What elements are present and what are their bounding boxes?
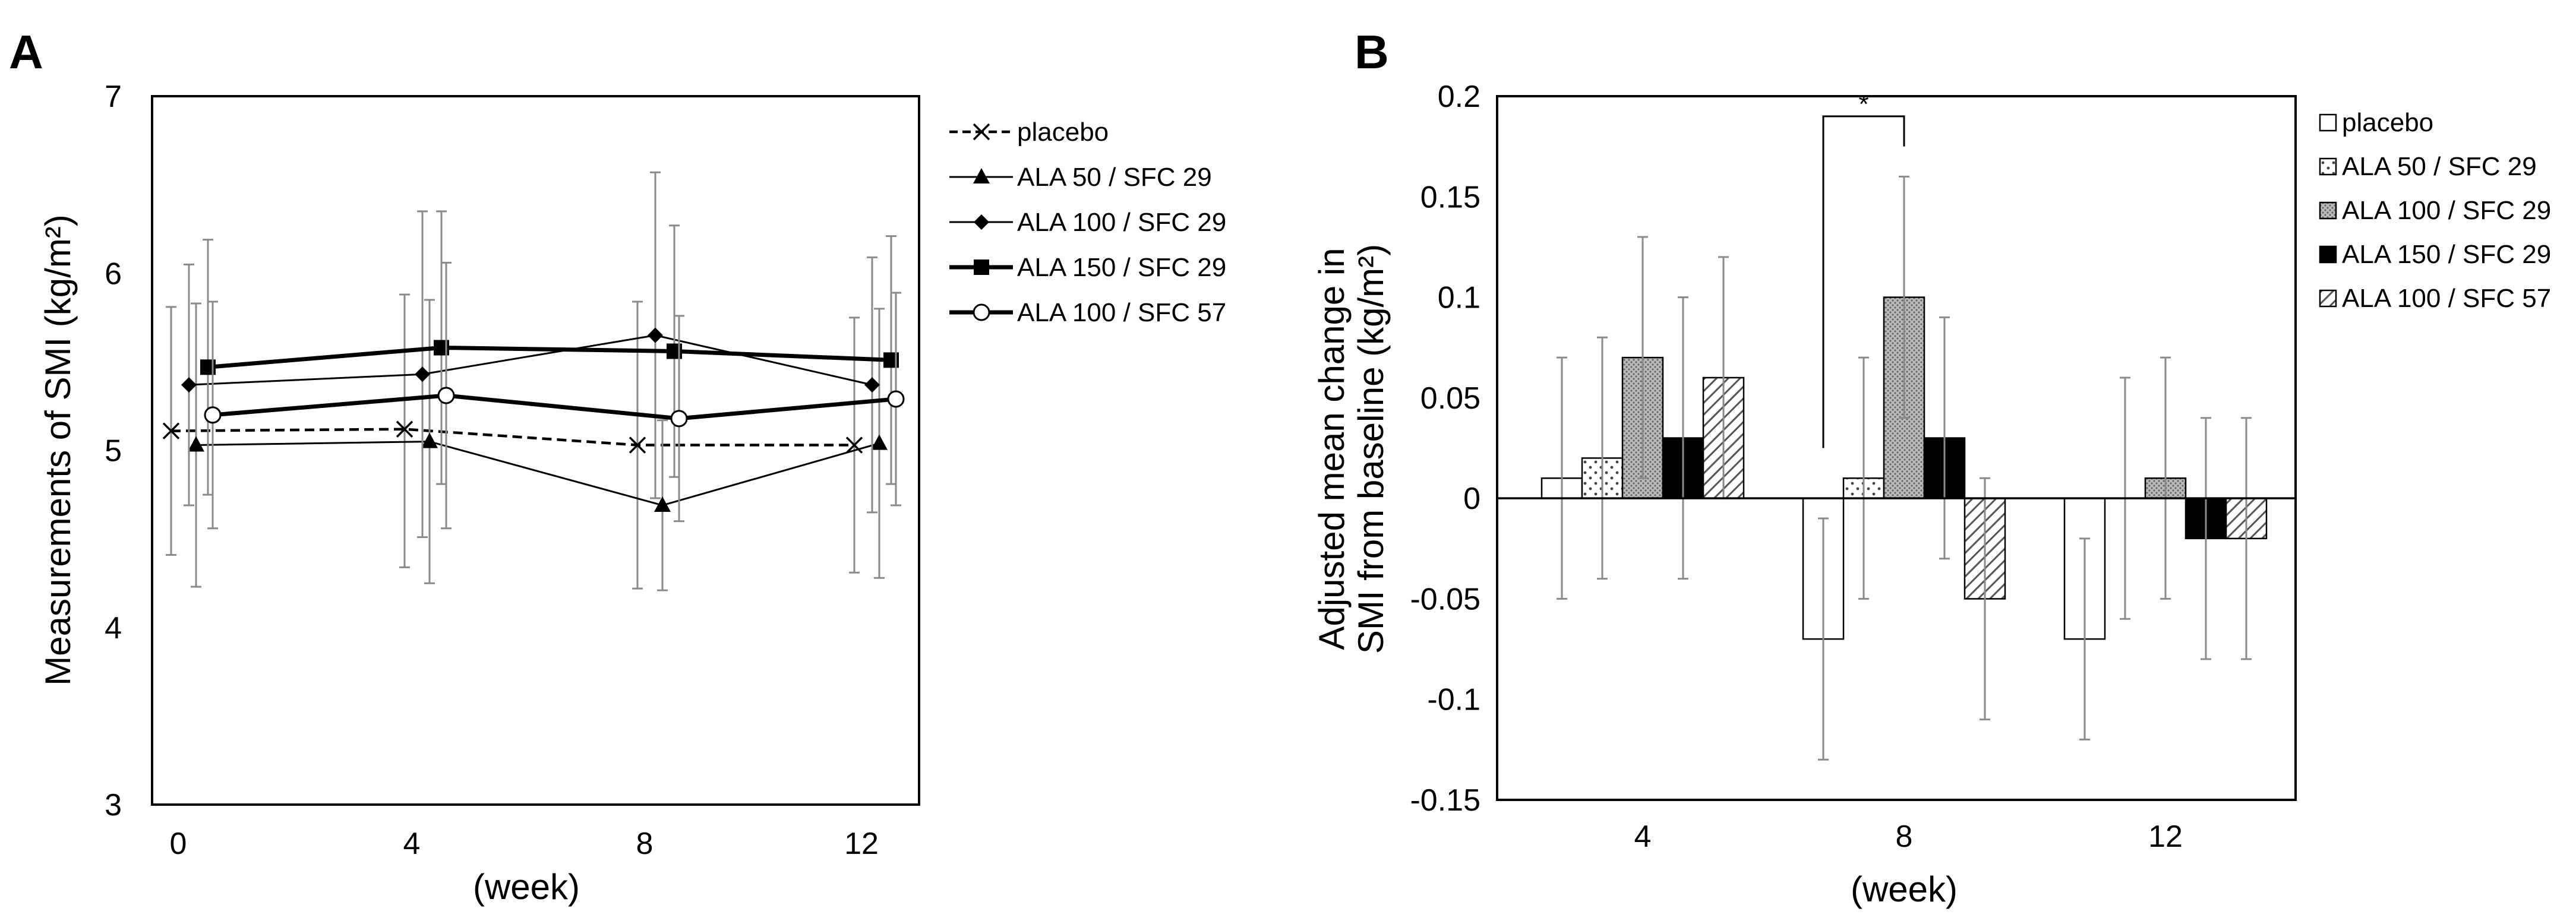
series-line	[171, 428, 854, 447]
y-tick-label-b: 0	[1463, 482, 1480, 516]
data-point	[871, 434, 888, 450]
x-ticks-b: 4 8 12	[1634, 819, 2183, 854]
panel-label-b: B	[1355, 26, 1389, 78]
y-tick-label-a: 3	[105, 788, 122, 822]
legend-label-b: ALA 150 / SFC 29	[2342, 240, 2551, 269]
data-point	[864, 377, 880, 393]
y-tick-label-a: 5	[105, 434, 122, 469]
y-tick-label-b: 0.1	[1438, 281, 1480, 315]
data-point	[162, 422, 180, 439]
x-tick-label-a: 8	[636, 827, 654, 861]
data-point	[181, 377, 197, 393]
legend-label-a: placebo	[1017, 118, 1109, 147]
legend-label-a: ALA 50 / SFC 29	[1017, 163, 1212, 192]
legend-marker	[974, 259, 989, 275]
data-point	[670, 410, 688, 428]
plot-frame-a	[151, 95, 920, 806]
data-point	[654, 496, 671, 512]
y-axis-title-a: Measurements of SMI (kg/m²)	[38, 214, 78, 686]
y-tick-label-a: 7	[105, 80, 122, 114]
data-point	[648, 327, 663, 343]
legend-swatch	[2319, 157, 2337, 176]
series-a-x	[162, 293, 863, 590]
significance-bracket	[1822, 115, 1905, 448]
y-axis-title-b-line1: Adjusted mean change in	[1312, 248, 1352, 650]
legend-swatch	[2319, 289, 2337, 308]
y-tick-label-b: 0.15	[1420, 180, 1480, 214]
series-a-square	[200, 210, 899, 496]
legend-marker	[973, 123, 990, 141]
series-line	[207, 346, 892, 369]
legend-label-b: ALA 100 / SFC 29	[2342, 196, 2551, 225]
data-point	[188, 436, 204, 452]
data-point	[887, 390, 905, 408]
x-tick-label-b: 8	[1896, 819, 1913, 854]
data-point	[204, 406, 222, 424]
y-tick-label-b: 0.2	[1438, 80, 1480, 114]
y-axis-title-b-line2: SMI from baseline (kg/m²)	[1351, 244, 1391, 654]
series-b-diagonal	[1702, 256, 2268, 721]
data-point	[396, 420, 413, 438]
significance-annotation: *	[1822, 90, 1905, 448]
plot-frame-b	[1496, 95, 2297, 801]
series-line	[195, 441, 880, 507]
series-a-triangle	[188, 299, 888, 591]
series-a	[162, 171, 905, 591]
y-tick-label-b: 0.05	[1420, 381, 1480, 416]
legend-b: placebo ALA 50 / SFC 29 ALA 100 / SFC 29 AL…	[2319, 108, 2551, 313]
data-point	[629, 436, 646, 454]
legend-swatch	[2319, 201, 2337, 220]
y-tick-label-b: -0.15	[1410, 783, 1480, 818]
legend-label-b: ALA 50 / SFC 29	[2342, 152, 2537, 181]
series-b-black	[1662, 296, 2227, 660]
y-tick-label-b: -0.05	[1410, 582, 1480, 616]
y-tick-label-b: -0.1	[1427, 683, 1480, 717]
series-a-circle-open	[204, 261, 905, 530]
data-point	[437, 387, 455, 404]
legend-marker	[973, 168, 990, 183]
legend-marker	[974, 214, 989, 230]
legend-swatch	[2319, 113, 2337, 132]
panel-label-a: A	[9, 26, 43, 78]
bars-b	[1497, 175, 2296, 761]
series-b-dense-dots	[1621, 175, 2187, 600]
legend-marker	[973, 303, 990, 321]
series-line	[212, 393, 896, 421]
y-tick-label-a: 4	[105, 611, 122, 645]
legend-a: placebo ALA 50 / SFC 29 ALA 100 / SFC 29 AL…	[949, 118, 1226, 327]
series-b-dots	[1581, 336, 2130, 620]
significance-star: *	[1858, 90, 1868, 119]
legend-label-a: ALA 150 / SFC 29	[1017, 253, 1226, 282]
legend-label-a: ALA 100 / SFC 57	[1017, 298, 1226, 327]
series-a-diamond	[181, 171, 880, 539]
x-axis-title-a: (week)	[473, 867, 580, 907]
y-tick-label-a: 6	[105, 257, 122, 291]
x-tick-label-a: 12	[844, 827, 879, 861]
series-line	[188, 334, 873, 386]
data-point	[845, 436, 863, 454]
x-tick-label-b: 12	[2148, 819, 2183, 854]
legend-label-b: placebo	[2342, 108, 2433, 137]
data-point	[415, 366, 430, 382]
legend-swatch	[2319, 245, 2337, 264]
series-b-white	[1540, 356, 2106, 761]
legend-label-b: ALA 100 / SFC 57	[2342, 284, 2551, 313]
y-ticks-a: 3 4 5 6 7	[105, 80, 122, 822]
y-ticks-b: -0.15 -0.1 -0.05 0 0.05 0.1 0.15 0.2	[1410, 80, 1480, 818]
legend-label-a: ALA 100 / SFC 29	[1017, 208, 1226, 237]
data-point	[421, 432, 438, 448]
x-axis-title-b: (week)	[1851, 869, 1958, 909]
y-axis-title-b: Adjusted mean change in SMI from baselin…	[1312, 244, 1391, 654]
x-tick-label-a: 4	[403, 827, 421, 861]
x-ticks-a: 0 4 8 12	[170, 827, 879, 861]
x-tick-label-b: 4	[1634, 819, 1652, 854]
x-tick-label-a: 0	[170, 827, 187, 861]
